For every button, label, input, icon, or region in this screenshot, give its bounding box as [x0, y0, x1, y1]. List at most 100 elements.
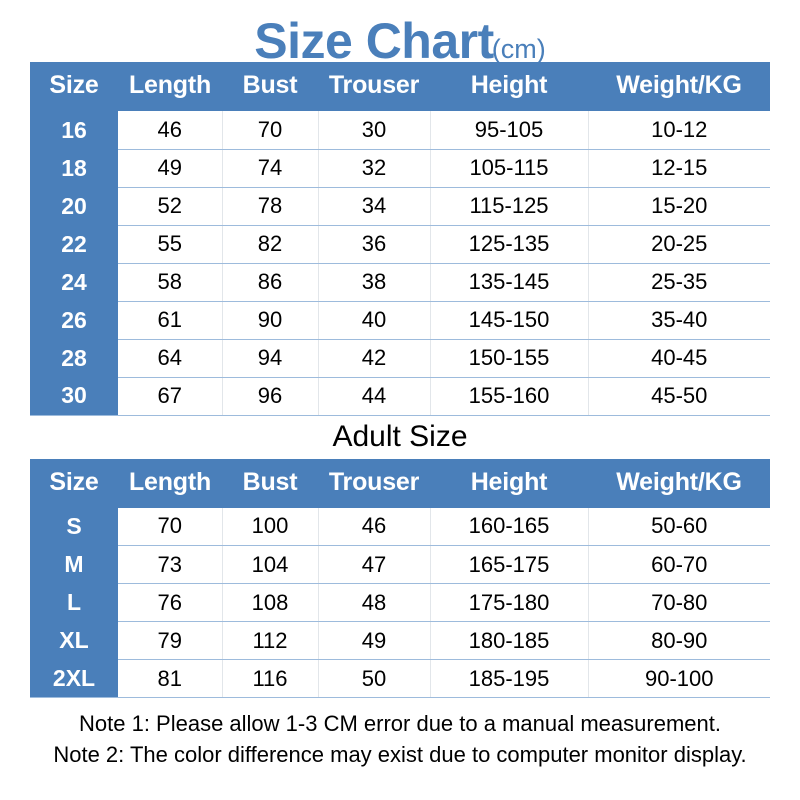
cell-length: 55: [118, 225, 223, 264]
cell-height: 180-185: [430, 621, 589, 660]
column-header-bust: Bust: [222, 458, 318, 508]
cell-bust: 108: [222, 583, 319, 622]
cell-weight: 20-25: [588, 225, 770, 264]
note-line-1: Note 1: Please allow 1-3 CM error due to…: [79, 711, 721, 736]
cell-height: 165-175: [430, 545, 589, 584]
cell-height: 185-195: [430, 659, 589, 698]
cell-size: 22: [30, 225, 118, 263]
cell-length: 73: [118, 545, 223, 584]
cell-length: 49: [118, 149, 223, 188]
cell-weight: 45-50: [588, 377, 770, 416]
page-title: Size Chart(cm): [0, 0, 800, 69]
cell-trouser: 32: [318, 149, 431, 188]
cell-bust: 90: [222, 301, 319, 340]
table-header-row: Size Length Bust Trouser Height Weight/K…: [30, 458, 770, 508]
cell-length: 67: [118, 377, 223, 416]
adult-size-table-block: Size Length Bust Trouser Height Weight/K…: [30, 458, 770, 698]
adult-table-header: Size Length Bust Trouser Height Weight/K…: [30, 458, 770, 508]
cell-size: 26: [30, 301, 118, 339]
cell-trouser: 34: [318, 187, 431, 226]
cell-weight: 50-60: [588, 507, 770, 546]
cell-trouser: 46: [318, 507, 431, 546]
table-header-row: Size Length Bust Trouser Height Weight/K…: [30, 62, 770, 111]
cell-trouser: 42: [318, 339, 431, 378]
cell-bust: 78: [222, 187, 319, 226]
cell-size: XL: [30, 621, 118, 660]
cell-bust: 70: [222, 111, 319, 150]
cell-bust: 104: [222, 545, 319, 584]
cell-weight: 60-70: [588, 545, 770, 584]
table-row: 2XL 81 116 50 185-195 90-100: [30, 659, 770, 698]
cell-length: 64: [118, 339, 223, 378]
table-row: XL 79 112 49 180-185 80-90: [30, 621, 770, 660]
cell-size: 24: [30, 263, 118, 301]
cell-weight: 40-45: [588, 339, 770, 378]
cell-trouser: 30: [318, 111, 431, 150]
adult-table-body: S 70 100 46 160-165 50-60 M 73 104 47 16…: [30, 507, 770, 698]
table-row: 20 52 78 34 115-125 15-20: [30, 187, 770, 226]
cell-weight: 15-20: [588, 187, 770, 226]
cell-size: S: [30, 507, 118, 546]
kids-size-table-block: Size Length Bust Trouser Height Weight/K…: [30, 62, 770, 416]
column-header-size: Size: [30, 458, 118, 508]
cell-length: 52: [118, 187, 223, 226]
cell-height: 145-150: [430, 301, 589, 340]
adult-size-table: Size Length Bust Trouser Height Weight/K…: [30, 458, 770, 698]
cell-height: 175-180: [430, 583, 589, 622]
cell-weight: 25-35: [588, 263, 770, 302]
cell-trouser: 47: [318, 545, 431, 584]
cell-bust: 82: [222, 225, 319, 264]
cell-length: 46: [118, 111, 223, 150]
column-header-length: Length: [118, 62, 222, 111]
cell-height: 95-105: [430, 111, 589, 150]
cell-length: 58: [118, 263, 223, 302]
cell-length: 70: [118, 507, 223, 546]
cell-size: 20: [30, 187, 118, 225]
cell-trouser: 36: [318, 225, 431, 264]
cell-height: 105-115: [430, 149, 589, 188]
cell-bust: 94: [222, 339, 319, 378]
cell-height: 160-165: [430, 507, 589, 546]
cell-weight: 90-100: [588, 659, 770, 698]
column-header-weight: Weight/KG: [588, 62, 770, 111]
notes-section: Note 1: Please allow 1-3 CM error due to…: [0, 698, 800, 770]
table-row: 28 64 94 42 150-155 40-45: [30, 339, 770, 378]
cell-bust: 96: [222, 377, 319, 416]
cell-trouser: 44: [318, 377, 431, 416]
cell-length: 81: [118, 659, 223, 698]
adult-size-label: Adult Size: [332, 419, 468, 453]
cell-height: 135-145: [430, 263, 589, 302]
cell-length: 79: [118, 621, 223, 660]
cell-trouser: 40: [318, 301, 431, 340]
column-header-length: Length: [118, 458, 222, 508]
cell-height: 125-135: [430, 225, 589, 264]
table-row: 18 49 74 32 105-115 12-15: [30, 149, 770, 188]
cell-size: 28: [30, 339, 118, 377]
cell-height: 155-160: [430, 377, 589, 416]
page-title-unit: (cm): [491, 34, 546, 64]
cell-weight: 80-90: [588, 621, 770, 660]
table-row: 26 61 90 40 145-150 35-40: [30, 301, 770, 340]
table-row: 30 67 96 44 155-160 45-50: [30, 377, 770, 416]
column-header-trouser: Trouser: [318, 62, 430, 111]
cell-weight: 12-15: [588, 149, 770, 188]
cell-size: L: [30, 583, 118, 622]
cell-trouser: 38: [318, 263, 431, 302]
column-header-size: Size: [30, 62, 118, 111]
column-header-height: Height: [430, 458, 588, 508]
page-title-main: Size Chart: [254, 13, 494, 69]
table-row: 16 46 70 30 95-105 10-12: [30, 111, 770, 150]
cell-size: 30: [30, 377, 118, 416]
cell-trouser: 49: [318, 621, 431, 660]
table-row: 22 55 82 36 125-135 20-25: [30, 225, 770, 264]
cell-weight: 70-80: [588, 583, 770, 622]
cell-size: 2XL: [30, 659, 118, 698]
cell-weight: 35-40: [588, 301, 770, 340]
table-row: S 70 100 46 160-165 50-60: [30, 507, 770, 546]
cell-height: 115-125: [430, 187, 589, 226]
cell-length: 61: [118, 301, 223, 340]
cell-weight: 10-12: [588, 111, 770, 150]
cell-bust: 116: [222, 659, 319, 698]
table-row: L 76 108 48 175-180 70-80: [30, 583, 770, 622]
column-header-weight: Weight/KG: [588, 458, 770, 508]
